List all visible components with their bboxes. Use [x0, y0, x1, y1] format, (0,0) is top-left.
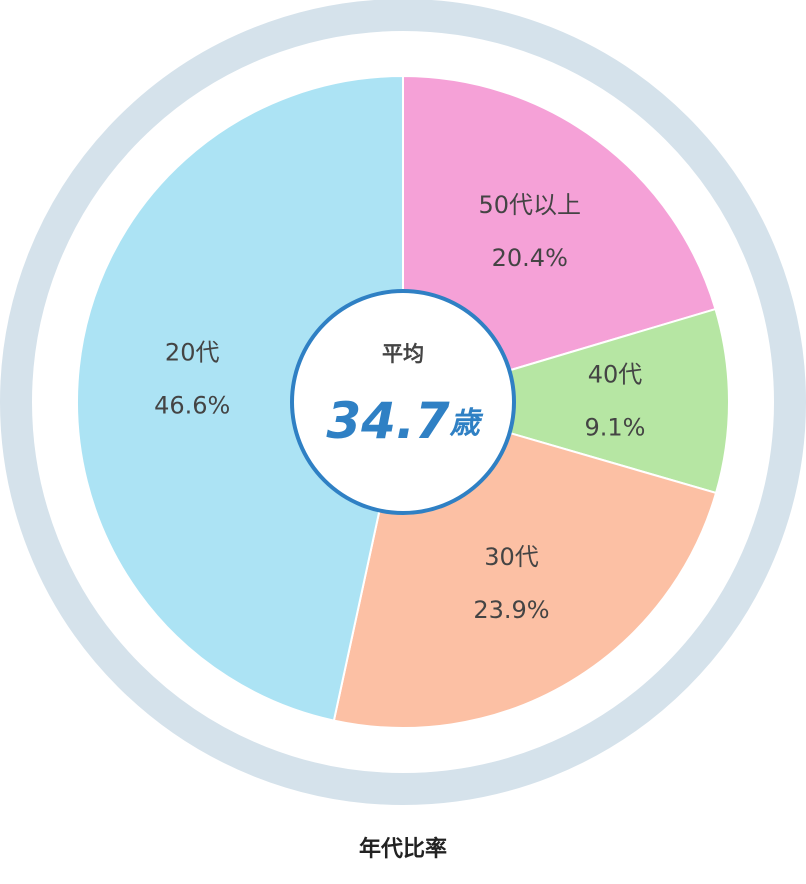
- category-label: 30代: [484, 543, 539, 571]
- value-label: 46.6%: [154, 391, 230, 419]
- center-number: 34.7: [326, 392, 450, 450]
- chart-title: 年代比率: [359, 836, 447, 862]
- category-label: 20代: [165, 338, 220, 366]
- category-label: 50代以上: [478, 191, 581, 219]
- center-label: 平均: [382, 342, 424, 366]
- value-label: 20.4%: [492, 244, 568, 272]
- value-label: 23.9%: [473, 596, 549, 624]
- center-circle: [290, 289, 516, 515]
- center-value: 34.7歳: [326, 392, 483, 450]
- outer-ring: [0, 0, 806, 805]
- slice: [76, 74, 404, 722]
- category-label: 40代: [588, 360, 643, 388]
- center-unit: 歳: [449, 406, 484, 441]
- value-label: 9.1%: [585, 413, 646, 441]
- slice: [399, 307, 730, 495]
